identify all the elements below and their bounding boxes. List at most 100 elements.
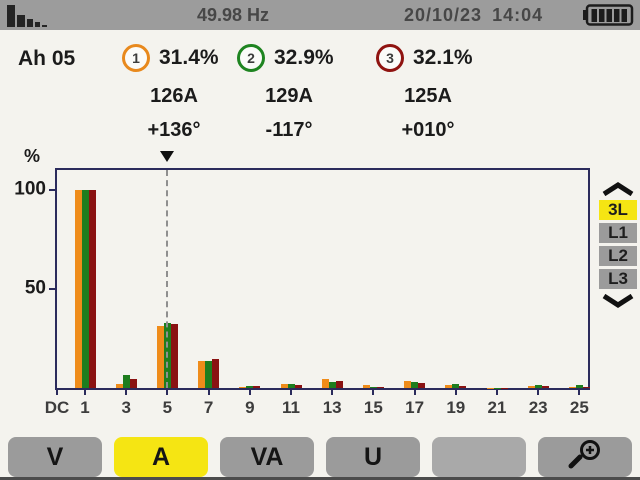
bar-h7-phase-3 [212, 359, 220, 388]
x-axis-tick [207, 390, 210, 395]
selector-option-3l[interactable]: 3L [599, 200, 637, 220]
cursor-line [166, 170, 169, 388]
x-axis-tick [372, 390, 375, 395]
y-axis-label: 100 [14, 178, 46, 200]
x-axis-label: 17 [405, 398, 425, 417]
x-axis-tick [413, 390, 416, 395]
x-axis-label: 19 [446, 398, 466, 417]
x-axis-label: 3 [121, 398, 131, 417]
bar-h1-phase-1 [74, 190, 82, 388]
bar-h3-phase-1 [115, 384, 123, 388]
v-button[interactable]: V [8, 437, 102, 477]
x-axis-tick [578, 390, 581, 395]
x-axis-label: 1 [80, 398, 90, 417]
y-axis-tick [49, 189, 55, 191]
x-axis-tick [56, 390, 58, 395]
x-axis-tick [125, 390, 128, 395]
chart-plot [55, 168, 590, 390]
zoom-button[interactable] [538, 437, 632, 477]
selector-option-l1[interactable]: L1 [599, 223, 637, 243]
bar-h17-phase-2 [411, 382, 419, 388]
x-axis-label: 11 [282, 398, 300, 417]
bar-h7-phase-2 [205, 361, 213, 388]
selector-option-l2[interactable]: L2 [599, 246, 637, 266]
bar-h23-phase-3 [541, 386, 549, 388]
a-button[interactable]: A [114, 437, 208, 477]
phase-1-badge: 1 [122, 44, 150, 72]
bar-h17-phase-3 [418, 383, 426, 388]
bar-h17-phase-1 [404, 380, 412, 388]
y-axis-label: 50 [24, 277, 46, 299]
harmonics-mode-icon [6, 3, 50, 34]
bar-h11-phase-2 [287, 383, 295, 388]
bar-h19-phase-3 [459, 386, 467, 388]
phase-selector: 3L L1 L2 L3 [597, 181, 639, 309]
zoom-in-icon [564, 439, 606, 476]
bar-h19-phase-2 [452, 384, 460, 388]
chevron-down-icon[interactable] [599, 293, 637, 309]
x-axis-label: 5 [162, 398, 173, 417]
va-button[interactable]: VA [220, 437, 314, 477]
bar-h23-phase-1 [527, 386, 535, 388]
x-axis-label: 15 [363, 398, 383, 417]
date-readout: 20/10/23 [404, 5, 483, 25]
blank-button[interactable] [432, 437, 526, 477]
frequency-readout: 49.98 Hz [197, 5, 270, 25]
bar-h13-phase-3 [335, 381, 343, 388]
x-axis-label: 9 [245, 398, 255, 417]
screen-bottom-edge [0, 477, 640, 480]
bar-h19-phase-1 [445, 385, 453, 388]
bar-h11-phase-1 [280, 384, 288, 388]
phase-3-current: 125A [404, 85, 452, 107]
x-axis-label: 7 [203, 398, 214, 417]
y-axis-tick [49, 288, 55, 290]
x-axis-tick [290, 390, 292, 395]
bar-h15-phase-1 [362, 385, 370, 388]
harmonic-order-label: Ah 05 [18, 47, 76, 70]
x-axis-tick [248, 390, 251, 395]
bar-h25-phase-3 [582, 387, 590, 388]
x-axis-tick [84, 390, 86, 395]
bar-h15-phase-3 [376, 386, 384, 388]
bar-h13-phase-2 [328, 382, 336, 388]
bar-h7-phase-1 [198, 361, 206, 388]
bar-h25-phase-1 [568, 387, 576, 388]
x-axis-tick [331, 390, 334, 395]
bar-h9-phase-3 [253, 386, 261, 388]
bar-h5-phase-3 [170, 324, 178, 388]
phase-2-current: 129A [265, 85, 313, 107]
x-axis-tick [496, 390, 498, 395]
phase-2-badge: 2 [237, 44, 265, 72]
bar-h25-phase-2 [575, 385, 583, 388]
selector-option-l3[interactable]: L3 [599, 269, 637, 289]
bar-h3-phase-2 [122, 375, 130, 388]
phase-3-readout: 3 32.1% 125A +010° [376, 44, 508, 142]
chevron-up-icon[interactable] [599, 181, 637, 197]
x-axis-label: 25 [569, 398, 589, 417]
bar-h9-phase-2 [246, 386, 254, 388]
phase-1-angle: +136° [147, 119, 201, 141]
phase-3-badge: 3 [376, 44, 404, 72]
phase-1-readout: 1 31.4% 126A +136° [122, 44, 254, 142]
phase-1-current: 126A [150, 85, 198, 107]
y-axis-unit-label: % [24, 146, 41, 166]
phase-2-percent: 32.9% [274, 46, 334, 69]
bar-h1-phase-3 [88, 190, 96, 388]
cursor-marker-icon [160, 151, 175, 162]
x-axis-label: 21 [487, 398, 507, 417]
x-axis-label: 13 [322, 398, 342, 417]
x-axis-label: DC [44, 398, 70, 417]
datetime-readout: 20/10/23 14:04 [404, 5, 553, 26]
phase-2-angle: -117° [265, 119, 313, 141]
u-button[interactable]: U [326, 437, 420, 477]
bar-h23-phase-2 [534, 385, 542, 388]
bar-h15-phase-2 [369, 387, 377, 388]
bar-h3-phase-3 [129, 379, 137, 388]
phase-3-angle: +010° [401, 119, 455, 141]
bar-h1-phase-2 [81, 190, 89, 388]
phase-3-percent: 32.1% [413, 46, 473, 69]
x-axis-label: 23 [528, 398, 548, 417]
bar-h9-phase-1 [239, 387, 247, 388]
x-axis-tick [537, 390, 540, 395]
